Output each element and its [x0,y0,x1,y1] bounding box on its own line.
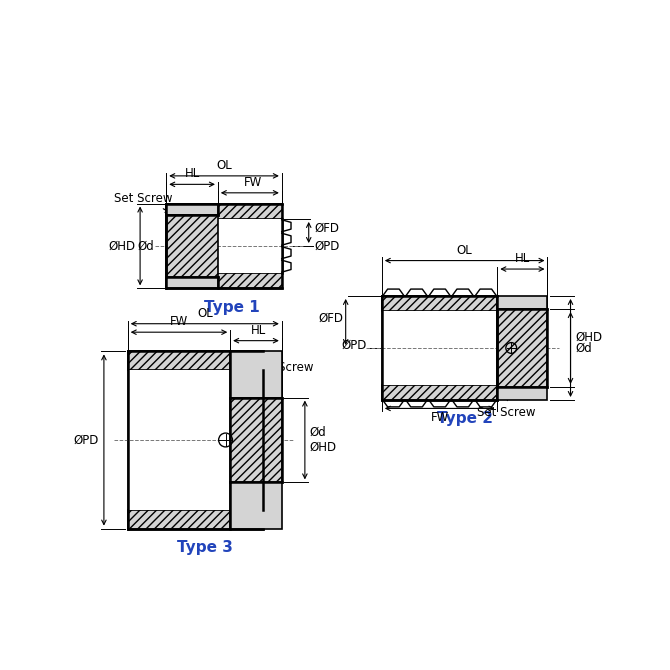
Text: Type 2: Type 2 [437,411,492,427]
Text: OL: OL [457,244,472,257]
Text: OL: OL [216,159,232,172]
Text: ØPD: ØPD [341,338,366,351]
Text: ØPD: ØPD [314,239,340,253]
Bar [230,482,282,529]
Bar [230,397,282,482]
Text: ØHD: ØHD [576,331,603,344]
Text: Type 1: Type 1 [204,300,259,315]
Text: Ød: Ød [576,342,593,354]
Text: ØFD: ØFD [318,312,343,325]
Bar [497,296,547,309]
Text: Ød: Ød [310,426,326,439]
Bar [128,352,263,370]
Bar [166,204,218,215]
Bar [218,219,282,273]
Text: ØHD: ØHD [109,239,135,253]
Text: Set Screw: Set Screw [240,360,314,394]
Text: ØHD: ØHD [310,441,336,454]
Bar [230,352,282,397]
Bar [382,385,497,400]
Text: Ød: Ød [137,239,154,253]
Bar [382,296,497,312]
Text: Type 3: Type 3 [177,540,232,555]
Text: FW: FW [170,316,188,328]
Bar [128,370,263,510]
Text: HL: HL [184,168,200,180]
Bar [497,387,547,400]
Bar [382,312,497,385]
Bar [166,204,282,219]
Text: FW: FW [431,411,449,423]
Text: FW: FW [244,176,262,189]
Bar [128,510,263,529]
Text: HL: HL [251,324,266,337]
Bar [166,204,282,288]
Bar [166,273,282,288]
Bar [382,296,497,400]
Text: Set Screw: Set Screw [114,192,172,212]
Bar [497,309,547,387]
Text: HL: HL [515,252,530,265]
Bar [166,215,218,277]
Text: ØPD: ØPD [74,433,99,446]
Text: ØFD: ØFD [314,221,339,234]
Text: Set Screw: Set Screw [477,393,536,419]
Text: OL: OL [197,307,212,320]
Bar [166,277,218,288]
Bar [128,352,263,529]
